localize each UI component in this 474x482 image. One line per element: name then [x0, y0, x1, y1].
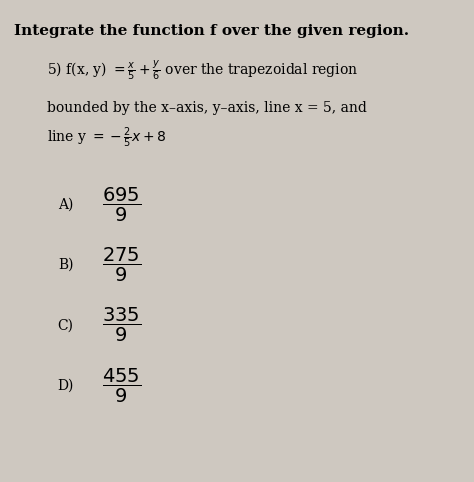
Text: line y $= -\frac{2}{5}x+8$: line y $= -\frac{2}{5}x+8$ [47, 125, 167, 149]
Text: Integrate the function f over the given region.: Integrate the function f over the given … [14, 24, 410, 38]
Text: $\dfrac{335}{9}$: $\dfrac{335}{9}$ [102, 307, 141, 344]
Text: 5) f(x, y) $= \frac{x}{5}+\frac{y}{6}$ over the trapezoidal region: 5) f(x, y) $= \frac{x}{5}+\frac{y}{6}$ o… [47, 58, 359, 82]
Text: C): C) [57, 318, 73, 333]
Text: $\dfrac{275}{9}$: $\dfrac{275}{9}$ [102, 246, 141, 284]
Text: A): A) [58, 198, 73, 212]
Text: $\dfrac{455}{9}$: $\dfrac{455}{9}$ [102, 367, 141, 404]
Text: B): B) [58, 258, 73, 272]
Text: bounded by the x–axis, y–axis, line x = 5, and: bounded by the x–axis, y–axis, line x = … [47, 101, 367, 116]
Text: $\dfrac{695}{9}$: $\dfrac{695}{9}$ [102, 186, 141, 224]
Text: D): D) [57, 378, 73, 393]
